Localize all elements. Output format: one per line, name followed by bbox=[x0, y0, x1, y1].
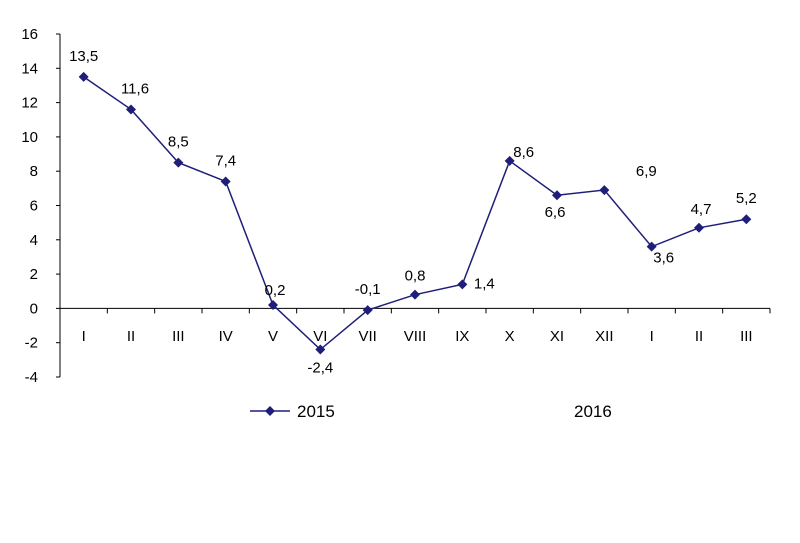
data-label: 1,4 bbox=[474, 275, 495, 292]
data-label: 13,5 bbox=[69, 48, 98, 65]
legend-marker bbox=[265, 406, 275, 416]
data-label: 8,6 bbox=[513, 144, 534, 161]
y-tick-label: 2 bbox=[30, 266, 38, 283]
y-tick-label: 4 bbox=[30, 232, 38, 249]
y-tick-label: -2 bbox=[25, 335, 38, 352]
data-point bbox=[362, 305, 373, 316]
x-tick-label: XI bbox=[550, 328, 564, 345]
x-tick-label: V bbox=[268, 328, 278, 345]
data-label: 6,6 bbox=[545, 204, 566, 221]
data-point bbox=[173, 157, 184, 168]
y-tick-label: 8 bbox=[30, 163, 38, 180]
x-tick-label: VIII bbox=[404, 328, 427, 345]
y-tick-label: 16 bbox=[21, 26, 38, 43]
data-point bbox=[552, 190, 562, 201]
data-point bbox=[504, 155, 515, 166]
x-tick-label: IX bbox=[455, 328, 469, 345]
chart-axes bbox=[59, 34, 770, 377]
x-axis-ticks: I II III IV V VI VII VIII IX X XI XII I II III bbox=[59, 308, 771, 345]
data-point bbox=[126, 104, 136, 115]
x-tick-label: VII bbox=[358, 328, 376, 345]
x-tick-label: X bbox=[505, 328, 515, 345]
legend-label-2015: 2015 bbox=[297, 402, 335, 421]
data-point bbox=[457, 279, 468, 290]
y-tick-label: -4 bbox=[25, 369, 38, 386]
data-label: 3,6 bbox=[653, 250, 674, 267]
x-tick-label: III bbox=[740, 328, 753, 345]
y-axis-ticks: -4 -2 0 2 4 6 8 10 12 14 16 bbox=[21, 26, 60, 386]
series-2015 bbox=[78, 71, 752, 355]
x-tick-label: I bbox=[650, 328, 654, 345]
x-tick-label: II bbox=[695, 328, 703, 345]
data-label: -2,4 bbox=[307, 360, 333, 377]
x-tick-label: IV bbox=[219, 328, 233, 345]
y-tick-label: 6 bbox=[30, 198, 38, 215]
data-label: 6,9 bbox=[636, 163, 657, 180]
data-point bbox=[694, 222, 704, 233]
y-tick-label: 10 bbox=[21, 129, 38, 146]
data-label: 11,6 bbox=[121, 80, 149, 97]
data-label: 8,5 bbox=[168, 134, 189, 151]
x-tick-label: III bbox=[172, 328, 185, 345]
x-tick-label: I bbox=[82, 328, 86, 345]
data-point bbox=[315, 344, 326, 355]
data-point bbox=[78, 71, 89, 82]
data-label: 0,2 bbox=[265, 282, 286, 299]
data-point bbox=[599, 185, 610, 196]
year-label-2016: 2016 bbox=[574, 402, 612, 421]
data-point bbox=[220, 176, 231, 187]
x-tick-label: XII bbox=[595, 328, 613, 345]
y-tick-label: 0 bbox=[30, 300, 38, 317]
y-tick-label: 14 bbox=[21, 60, 38, 77]
x-tick-label: II bbox=[127, 328, 135, 345]
x-tick-label: VI bbox=[313, 328, 327, 345]
data-point bbox=[741, 214, 752, 225]
data-point bbox=[410, 289, 420, 300]
legend: 2015 2016 bbox=[250, 402, 612, 421]
y-tick-label: 12 bbox=[21, 95, 38, 112]
data-label: 0,8 bbox=[405, 268, 426, 285]
data-label: 4,7 bbox=[691, 201, 712, 218]
data-point bbox=[646, 241, 657, 252]
data-label: 5,2 bbox=[736, 190, 757, 207]
data-point bbox=[268, 299, 278, 310]
data-label: 7,4 bbox=[215, 152, 236, 169]
data-labels: 13,5 11,6 8,5 7,4 0,2 -2,4 -0,1 0,8 1,4 8,6 6,6 6,9… bbox=[69, 48, 757, 377]
data-label: -0,1 bbox=[355, 281, 381, 298]
